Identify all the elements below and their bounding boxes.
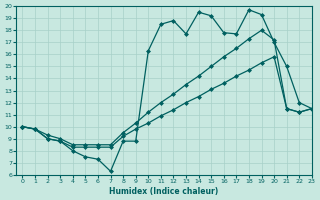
X-axis label: Humidex (Indice chaleur): Humidex (Indice chaleur) (109, 187, 219, 196)
